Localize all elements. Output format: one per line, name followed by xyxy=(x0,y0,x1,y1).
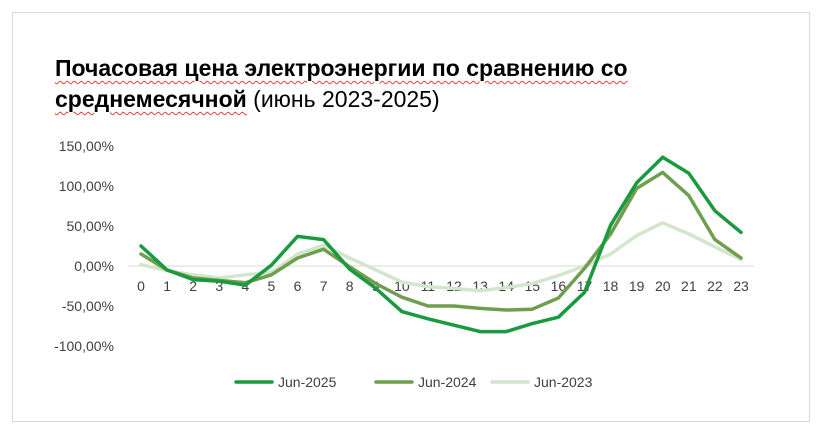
x-tick-label: 23 xyxy=(733,278,749,294)
x-tick-label: 7 xyxy=(320,278,328,294)
x-tick-label: 22 xyxy=(707,278,723,294)
x-tick-label: 3 xyxy=(215,278,223,294)
legend-label: Jun-2024 xyxy=(418,374,477,390)
y-tick-label: 50,00% xyxy=(67,218,114,234)
x-tick-label: 0 xyxy=(137,278,145,294)
y-tick-label: 0,00% xyxy=(74,258,114,274)
chart-title: Почасовая цена электроэнергии по сравнен… xyxy=(55,53,755,115)
y-axis: -100,00% -50,00% 0,00% 50,00% 100,00% 150,00% xyxy=(54,138,114,354)
legend-label: Jun-2023 xyxy=(534,374,593,390)
x-tick-label: 21 xyxy=(681,278,697,294)
x-tick-label: 9 xyxy=(372,278,380,294)
chart-title-period: (июнь 2023-2025) xyxy=(246,86,440,112)
y-tick-label: 150,00% xyxy=(59,138,114,154)
series-line-jun-2023 xyxy=(139,221,743,293)
y-tick-label: -100,00% xyxy=(54,338,114,354)
x-tick-label: 18 xyxy=(603,278,619,294)
x-tick-label: 20 xyxy=(655,278,671,294)
y-tick-label: 100,00% xyxy=(59,178,114,194)
legend-label: Jun-2025 xyxy=(278,374,337,390)
x-tick-label: 6 xyxy=(294,278,302,294)
chart-title-bold: Почасовая цена электроэнергии по сравнен… xyxy=(55,55,628,112)
x-tick-label: 19 xyxy=(629,278,645,294)
x-tick-label: 5 xyxy=(268,278,276,294)
x-tick-label: 12 xyxy=(446,278,462,294)
series-lines xyxy=(139,155,743,334)
legend: Jun-2025 Jun-2024 Jun-2023 xyxy=(234,374,593,390)
series-line-jun-2024 xyxy=(139,170,743,312)
x-tick-label: 2 xyxy=(189,278,197,294)
x-tick-label: 8 xyxy=(346,278,354,294)
series-line-jun-2025 xyxy=(139,155,743,334)
x-tick-label: 16 xyxy=(551,278,567,294)
chart-frame xyxy=(12,12,810,422)
y-tick-label: -50,00% xyxy=(62,298,114,314)
x-tick-label: 1 xyxy=(163,278,171,294)
